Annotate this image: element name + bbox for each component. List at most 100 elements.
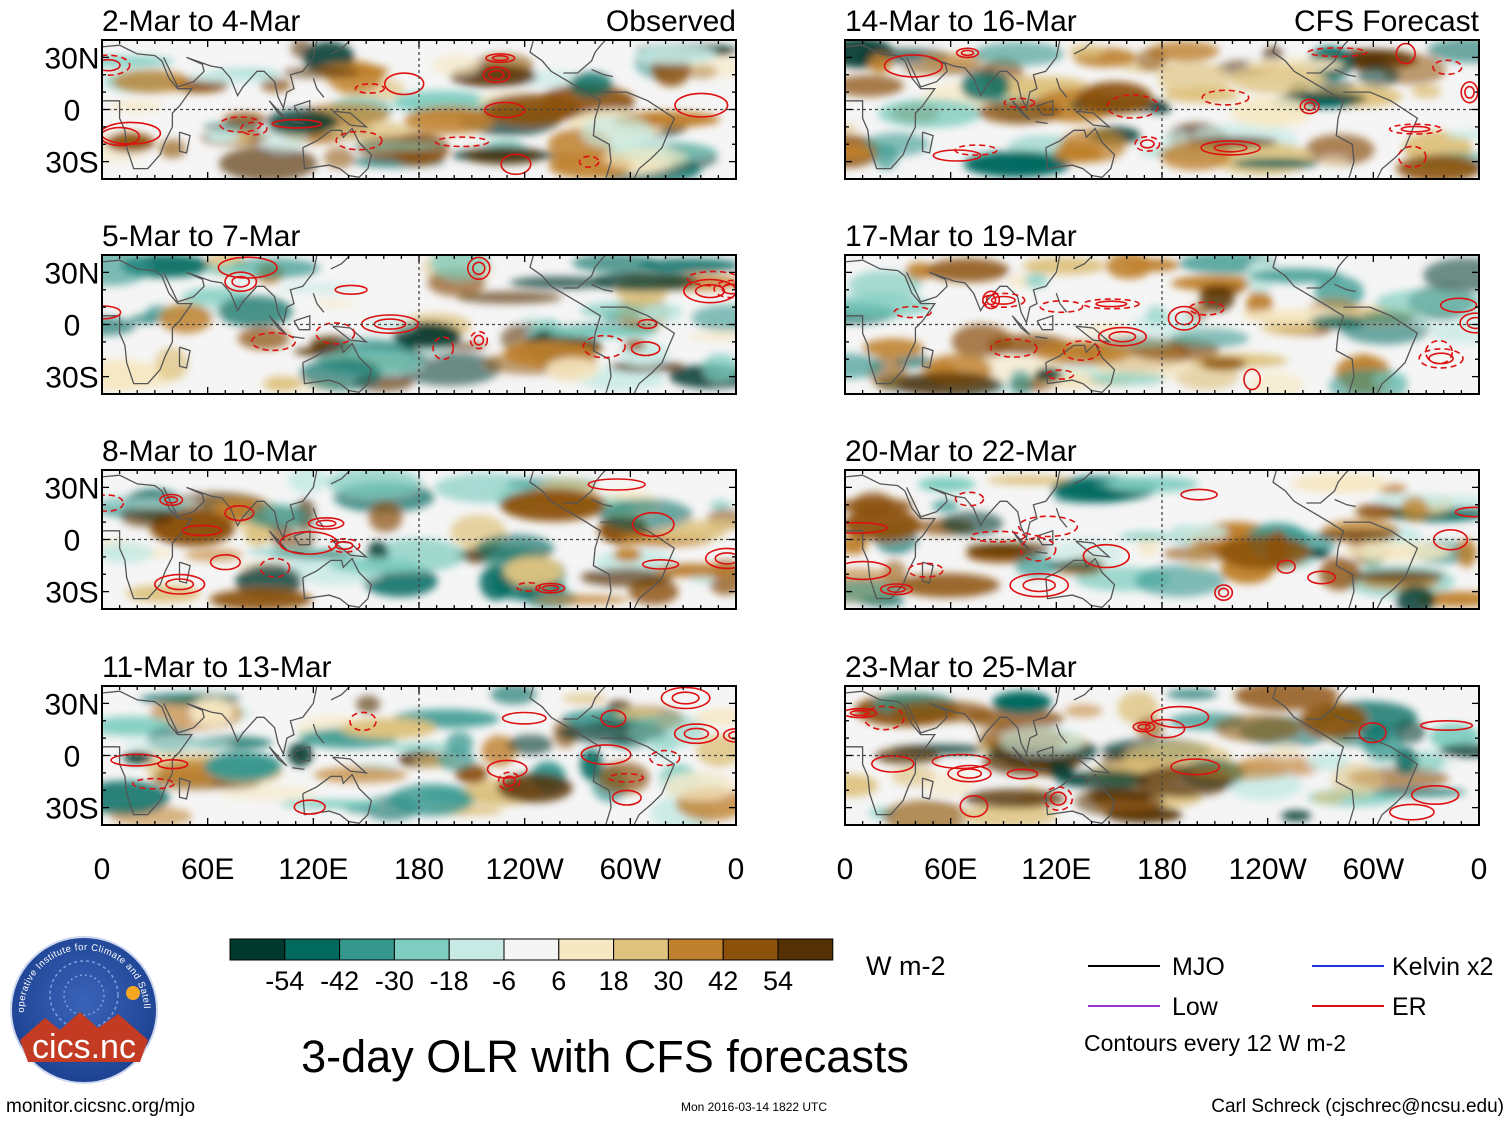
y-tick-label: 30S: [45, 147, 98, 180]
panel-ticks: [101, 255, 737, 394]
y-tick-label: 30S: [45, 362, 98, 395]
y-tick-label: 0: [64, 310, 81, 343]
panel-8: 23-Mar to 25-Mar: [844, 651, 1480, 826]
x-tick-label: 0: [728, 853, 745, 886]
x-tick-label: 120E: [1021, 853, 1091, 886]
panel-title: 2-Mar to 4-Mar: [102, 5, 300, 38]
colorbar-tick-label: -6: [492, 966, 516, 996]
x-tick-label: 0: [837, 853, 854, 886]
olr-field: [102, 470, 736, 609]
panel-6: 17-Mar to 19-Mar: [844, 220, 1480, 395]
colorbar-tick-label: 30: [653, 966, 683, 996]
colorbar-tick-label: -18: [430, 966, 469, 996]
x-axis-observed: 0 60E 120E 180 120W 60W 0: [94, 853, 745, 886]
panel-1: 2-Mar to 4-Mar Observed 30N 0 30S: [44, 5, 737, 180]
panel-ticks: [101, 470, 737, 609]
x-tick-label: 120W: [485, 853, 564, 886]
logo-mountains: [20, 1012, 148, 1062]
colorbar-swatch: [503, 938, 560, 961]
contour-note: Contours every 12 W m-2: [1084, 1030, 1346, 1056]
x-tick-label: 0: [94, 853, 111, 886]
colorbar-swatch: [667, 938, 724, 961]
colorbar-tick-label: 6: [551, 966, 566, 996]
y-tick-label: 0: [64, 525, 81, 558]
x-tick-label: 180: [394, 853, 444, 886]
panel-title: 5-Mar to 7-Mar: [102, 220, 300, 253]
legend-low-label: Low: [1172, 993, 1219, 1021]
er-contours: [110, 686, 736, 815]
coastlines: [845, 470, 1419, 609]
panel-title: 14-Mar to 16-Mar: [845, 5, 1077, 38]
er-contours: [883, 42, 1479, 169]
colorbar-tick-label: -42: [320, 966, 359, 996]
er-contours: [102, 478, 736, 595]
figure-title: 3-day OLR with CFS forecasts: [301, 1031, 909, 1082]
panel-7: 20-Mar to 22-Mar: [844, 435, 1480, 610]
forecast-label: CFS Forecast: [1294, 5, 1480, 38]
colorbar-swatch: [229, 938, 286, 961]
coastlines: [102, 40, 676, 179]
legend-er-label: ER: [1392, 993, 1427, 1021]
y-tick-label: 0: [64, 95, 81, 128]
logo-sun-icon: [126, 986, 140, 1000]
coastlines: [102, 686, 676, 825]
panel-ticks: [844, 470, 1480, 609]
er-contours: [845, 488, 1479, 601]
panel-title: 17-Mar to 19-Mar: [845, 220, 1077, 253]
er-contours: [893, 290, 1479, 391]
y-tick-label: 30N: [44, 472, 99, 505]
panel-5: 14-Mar to 16-Mar CFS Forecast: [844, 5, 1480, 180]
colorbar-tick-label: 42: [708, 966, 738, 996]
colorbar-swatch: [284, 938, 341, 961]
colorbar-tick-label: -30: [375, 966, 414, 996]
x-tick-label: 120W: [1228, 853, 1307, 886]
panel-ticks: [101, 40, 737, 179]
olr-field: [102, 686, 736, 825]
x-tick-label: 60E: [924, 853, 977, 886]
panel-ticks: [844, 40, 1480, 179]
er-contours: [102, 53, 729, 176]
colorbar-swatch: [393, 938, 450, 961]
olr-field: [845, 255, 1479, 394]
footer-credit: Carl Schreck (cjschrec@ncsu.edu): [1211, 1096, 1504, 1117]
x-tick-label: 0: [1471, 853, 1488, 886]
legend: MJO Kelvin x2 Low ER Contours every 12 W…: [1084, 953, 1493, 1056]
colorbar-swatch: [722, 938, 779, 961]
colorbar-swatch: [777, 938, 834, 961]
panel-ticks: [844, 255, 1480, 394]
colorbar: -54 -42 -30 -18 -6 6 18 30 42 54: [229, 938, 834, 996]
x-tick-label: 120E: [278, 853, 348, 886]
colorbar-units: W m-2: [866, 951, 945, 981]
er-contours: [845, 705, 1474, 821]
olr-field: [102, 40, 736, 179]
colorbar-tick-label: -54: [265, 966, 304, 996]
y-tick-label: 30N: [44, 257, 99, 290]
cics-logo: cics.nc Cooperative Institute for Climat…: [0, 876, 158, 1084]
logo-swirl: [49, 960, 119, 1030]
panel-title: 8-Mar to 10-Mar: [102, 435, 317, 468]
colorbar-tick-label: 54: [763, 966, 793, 996]
y-tick-label: 30S: [45, 577, 98, 610]
x-tick-label: 60W: [1342, 853, 1404, 886]
panel-title: 11-Mar to 13-Mar: [102, 651, 332, 684]
y-tick-label: 30N: [44, 688, 99, 721]
colorbar-swatch: [448, 938, 505, 961]
x-tick-label: 180: [1137, 853, 1187, 886]
legend-mjo-label: MJO: [1172, 953, 1225, 981]
x-tick-label: 60E: [181, 853, 234, 886]
y-tick-label: 0: [64, 741, 81, 774]
observed-label: Observed: [606, 5, 736, 38]
colorbar-swatch: [339, 938, 395, 961]
legend-kelvin-label: Kelvin x2: [1392, 953, 1493, 981]
er-contours: [102, 256, 736, 361]
logo-swirl-inner: [63, 974, 105, 1016]
y-tick-label: 30S: [45, 793, 98, 826]
x-axis-forecast: 0 60E 120E 180 120W 60W 0: [837, 853, 1488, 886]
panel-title: 23-Mar to 25-Mar: [845, 651, 1077, 684]
coastlines: [102, 255, 676, 394]
panel-ticks: [101, 686, 737, 825]
